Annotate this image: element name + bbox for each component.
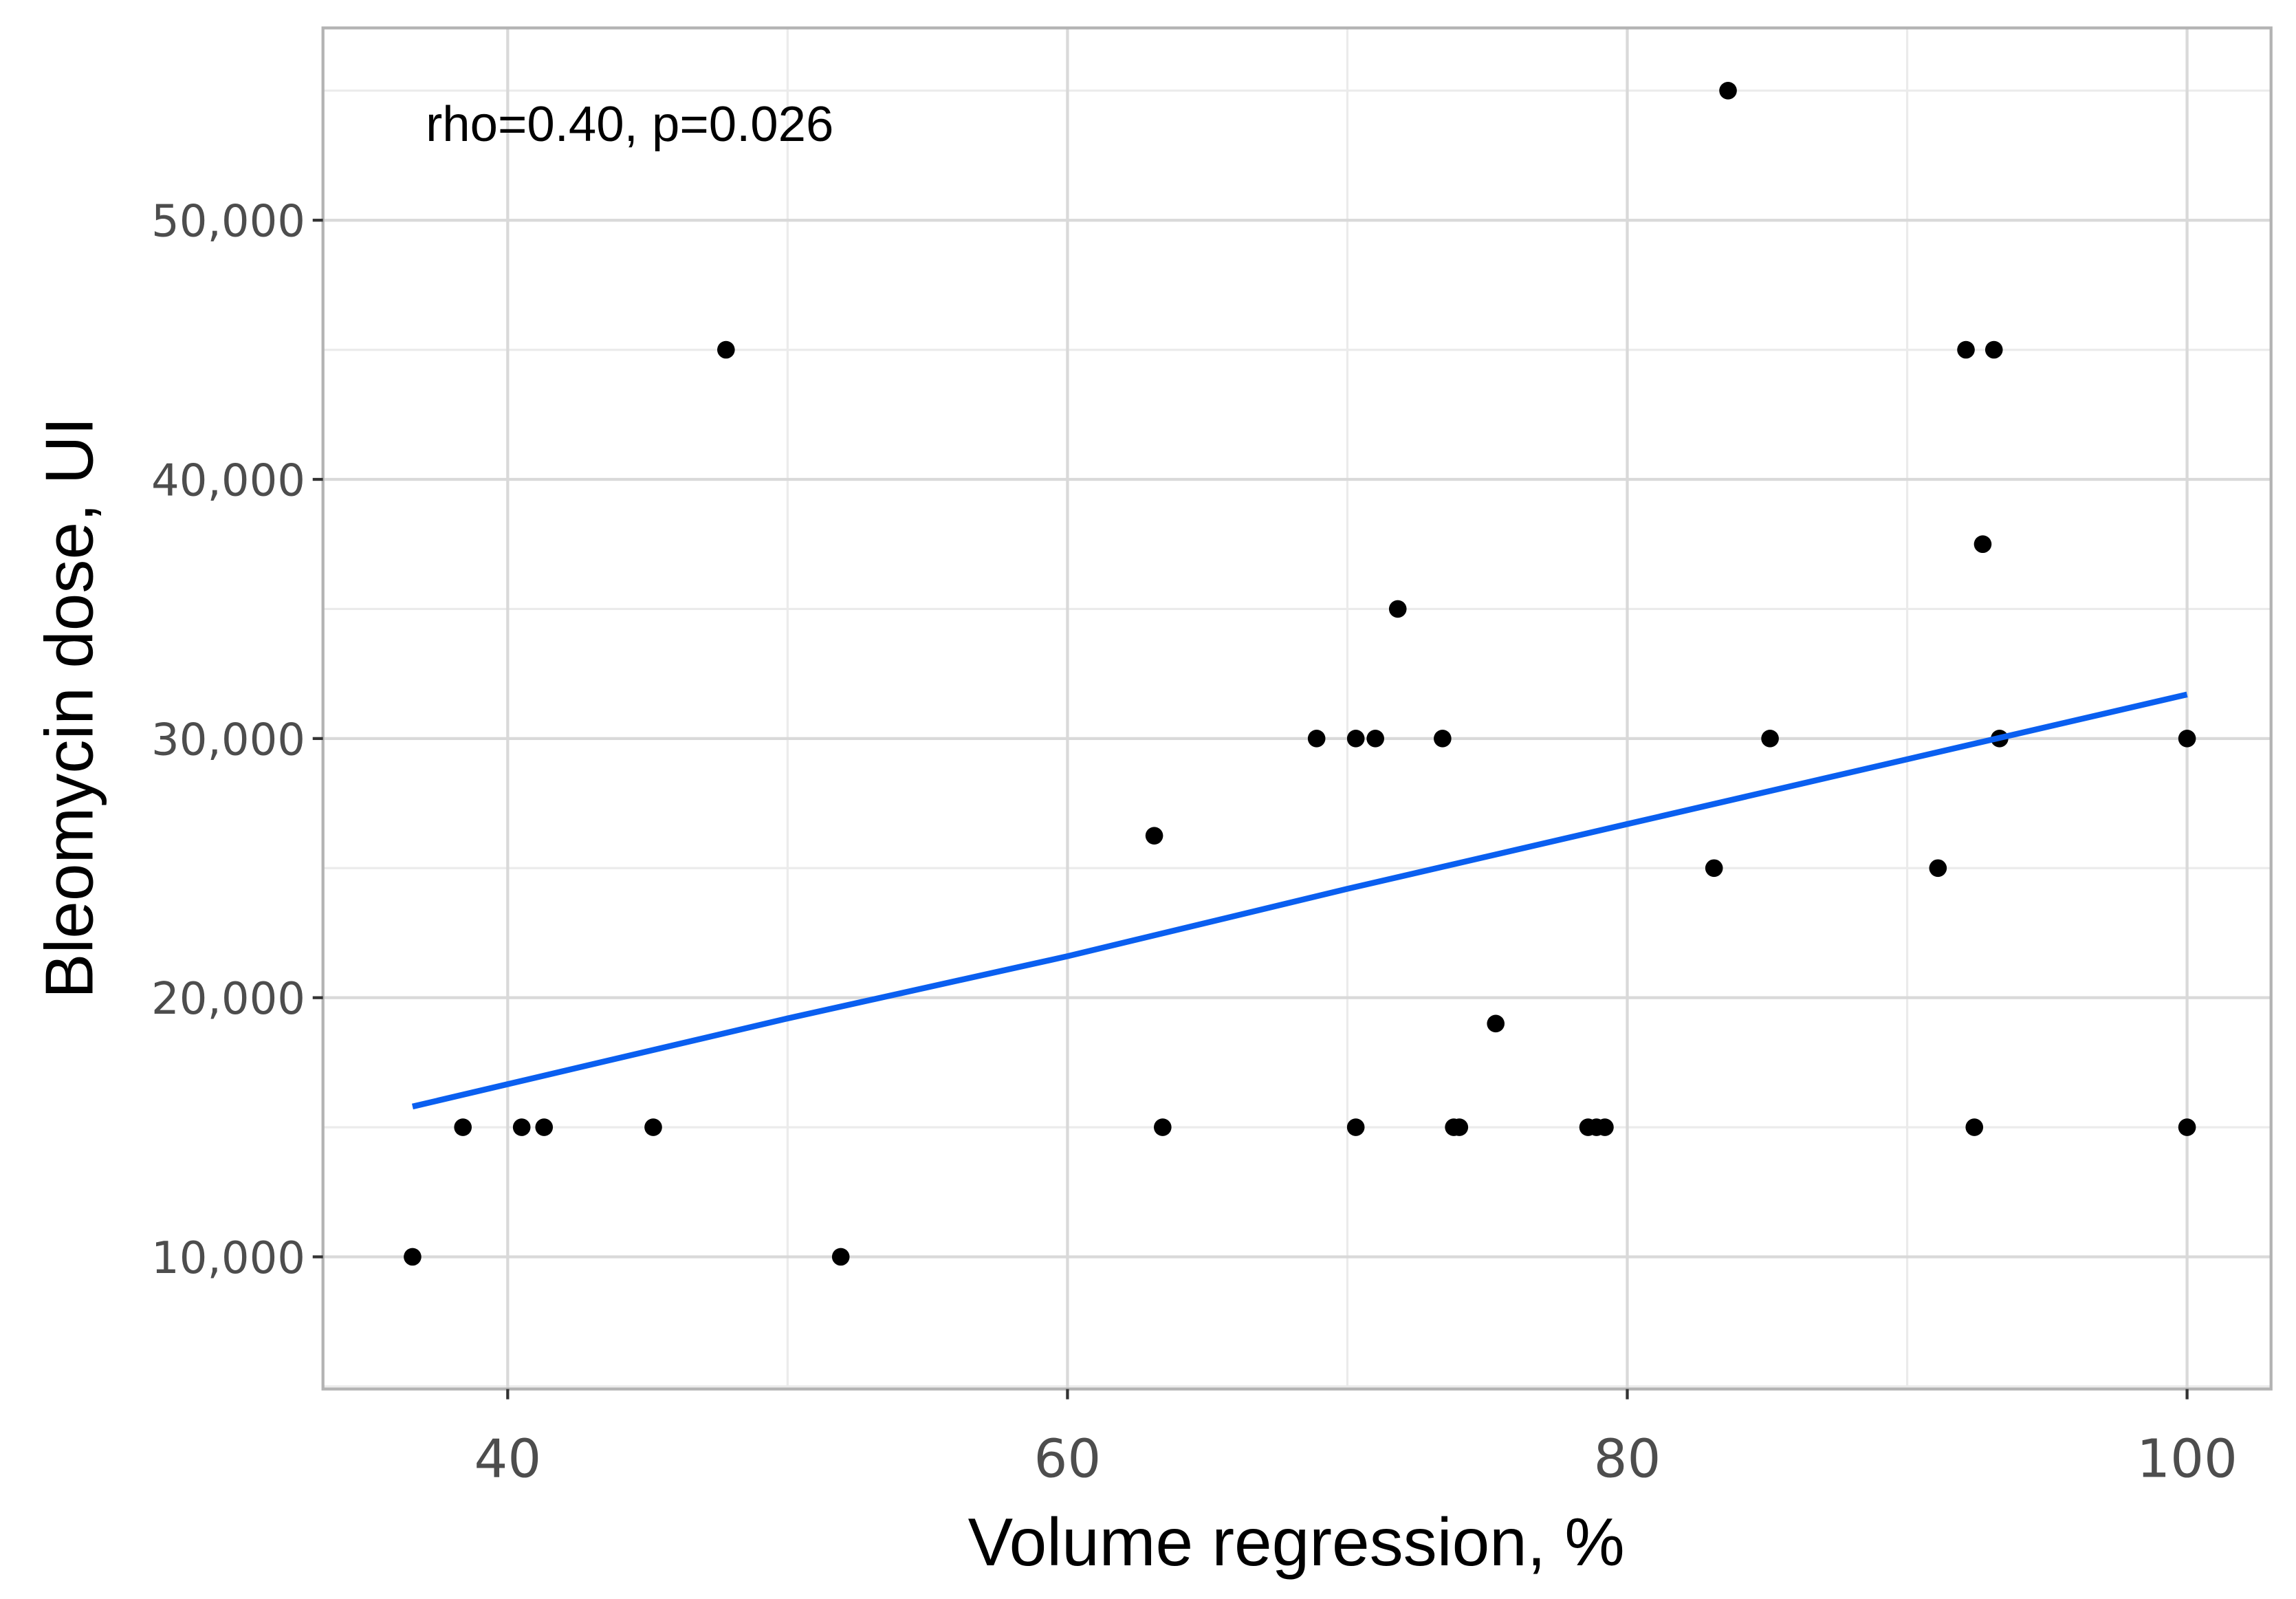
background: [0, 3, 2296, 1596]
point: [1965, 1118, 1984, 1136]
x-tick-label: 60: [1034, 1429, 1102, 1490]
point: [1957, 340, 1975, 359]
point: [831, 1248, 850, 1266]
point: [1705, 859, 1723, 878]
trend-line: [411, 691, 2188, 1110]
point: [1761, 730, 1779, 748]
x-tick-label: 80: [1594, 1429, 1661, 1490]
point: [1985, 340, 2003, 359]
point: [1145, 827, 1163, 845]
point: [644, 1118, 662, 1136]
point: [717, 340, 735, 359]
point: [1388, 600, 1407, 618]
point: [404, 1248, 422, 1266]
point: [1154, 1118, 1172, 1136]
y-tick-label: 40,000: [151, 456, 305, 507]
point: [1929, 859, 1947, 878]
annotation: rho=0.40, p=0.026: [426, 96, 833, 152]
point: [1346, 730, 1365, 748]
point: [2178, 1118, 2196, 1136]
point: [1450, 1118, 1469, 1136]
grid: [322, 28, 2271, 1389]
y-tick-label: 50,000: [151, 197, 305, 248]
point: [1307, 730, 1326, 748]
point: [1596, 1118, 1614, 1136]
point: [1974, 535, 1992, 554]
point: [2178, 730, 2196, 748]
x-tick-label: 40: [474, 1429, 541, 1490]
y-axis-title: Bleomycin dose, UI: [31, 417, 107, 999]
x-axis-title: Volume regression, %: [968, 1504, 1625, 1580]
point: [1366, 730, 1384, 748]
point: [454, 1118, 472, 1136]
marks: [404, 81, 2196, 1266]
y-tick-label: 20,000: [151, 974, 305, 1025]
point: [1487, 1014, 1505, 1033]
point: [512, 1118, 531, 1136]
x-tick-label: 100: [2136, 1429, 2238, 1490]
y-tick-label: 30,000: [151, 715, 305, 765]
point: [1346, 1118, 1365, 1136]
plot-border: [321, 26, 2273, 1391]
point: [535, 1118, 554, 1136]
y-tick-label: 10,000: [151, 1233, 305, 1284]
point: [1434, 730, 1452, 748]
point: [1719, 81, 1737, 100]
